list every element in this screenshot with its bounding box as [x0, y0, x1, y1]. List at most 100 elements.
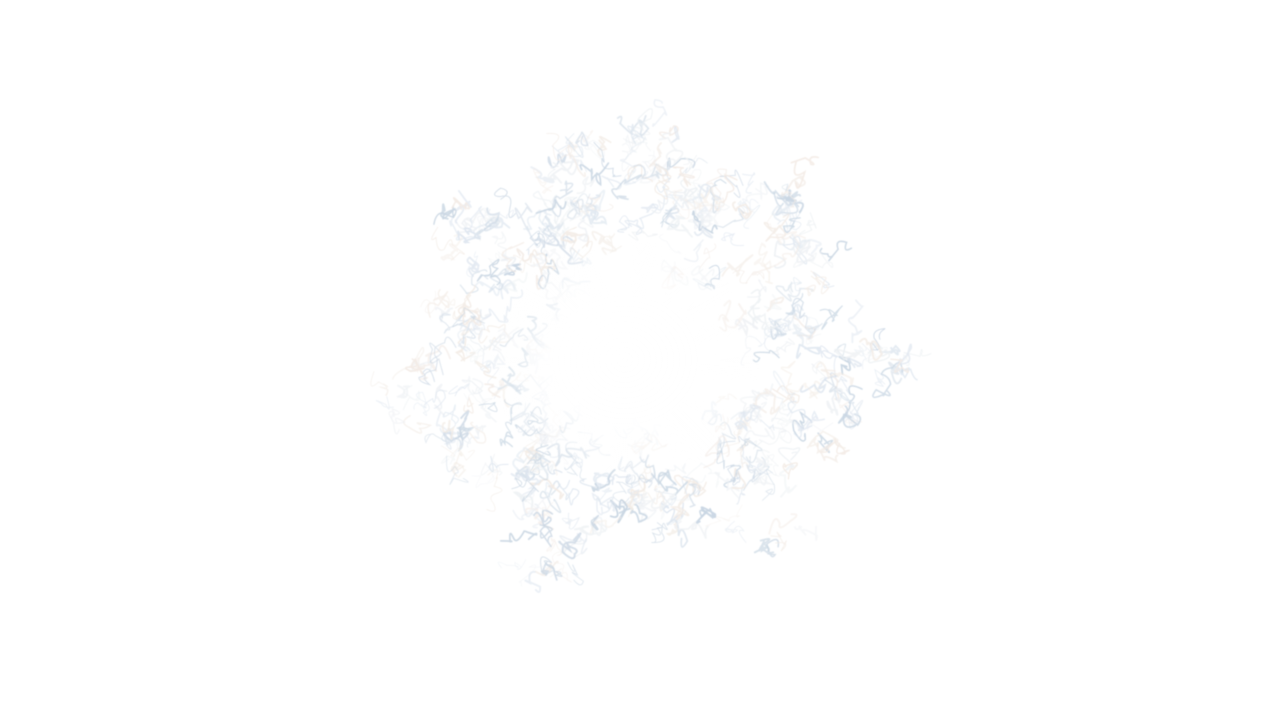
fiber-strand — [833, 343, 847, 357]
fiber-strand — [802, 315, 820, 331]
fiber-strand — [725, 464, 741, 486]
fiber-strand — [782, 462, 798, 480]
fiber-strand — [624, 170, 649, 186]
fiber-strand — [499, 279, 516, 300]
fiber-strand — [424, 432, 452, 450]
fiber-strand — [786, 191, 797, 208]
fiber-strand — [466, 256, 481, 277]
fiber-strand — [773, 237, 787, 269]
fiber-strand — [392, 346, 426, 380]
fiber-strand — [609, 499, 629, 524]
fiber-strand — [746, 279, 767, 298]
fiber-strand — [810, 270, 830, 295]
fiber-strand — [673, 474, 707, 492]
fiber-strand — [620, 481, 646, 511]
fiber-strand — [775, 230, 798, 245]
fiber-strand — [658, 132, 684, 165]
fiber-strand — [488, 208, 514, 219]
fiber-strand — [549, 158, 580, 184]
fiber-strand — [683, 154, 698, 169]
fiber-strand — [591, 492, 616, 512]
fiber-strand — [529, 478, 565, 500]
fiber-strand — [546, 133, 573, 161]
fiber-strand — [674, 519, 709, 539]
fiber-strand — [819, 240, 853, 262]
fiber-strand — [721, 232, 745, 246]
fiber-strand — [627, 123, 645, 145]
fiber-strand — [751, 234, 806, 276]
fiber-strand — [443, 410, 470, 443]
fiber-strand — [524, 507, 555, 530]
fiber-strand — [833, 389, 860, 416]
fiber-strand — [681, 476, 699, 499]
fiber-strand — [590, 514, 600, 531]
fiber-strand — [638, 492, 677, 511]
fiber-strand — [491, 231, 516, 262]
fiber-strand — [420, 290, 437, 314]
fiber-strand — [735, 417, 752, 438]
fiber-strand — [792, 410, 813, 442]
fiber-strand — [567, 138, 586, 178]
fiber-strand — [660, 209, 680, 228]
fiber-strand — [478, 402, 498, 413]
fiber-strand — [633, 108, 653, 141]
fiber-strand — [782, 217, 801, 233]
fiber-strand — [762, 469, 776, 501]
fiber-strand — [888, 361, 903, 385]
fiber-strand — [790, 156, 820, 189]
fiber-strand — [611, 174, 643, 200]
fiber-strand — [452, 307, 485, 328]
fiber-strand — [576, 175, 595, 194]
fiber-strand — [577, 219, 589, 242]
fiber-strand — [777, 417, 797, 425]
fiber-strand — [475, 425, 487, 436]
fiber-strand — [484, 268, 509, 293]
fiber-strand — [677, 157, 708, 179]
fiber-strand — [770, 531, 787, 552]
fiber-strand — [753, 242, 772, 270]
fiber-strand — [569, 193, 598, 211]
fiber-strand — [388, 408, 406, 435]
fiber-strand — [804, 333, 822, 345]
fiber-strand — [627, 474, 640, 498]
fiber-strand — [423, 389, 446, 409]
fiber-strand — [768, 513, 798, 535]
fiber-strand — [535, 199, 567, 214]
fiber-strand — [458, 316, 476, 345]
fiber-strand — [471, 473, 495, 488]
fiber-strand — [527, 494, 548, 513]
fiber-strand — [766, 454, 780, 477]
fiber-strand — [648, 142, 671, 183]
fiber-strand — [624, 196, 665, 230]
fiber-strand — [745, 182, 770, 205]
fiber-strand — [752, 430, 792, 450]
fiber-strand — [553, 218, 570, 237]
fiber-strand — [787, 400, 809, 438]
fiber-strand — [878, 344, 901, 356]
fiber-strand — [778, 420, 793, 438]
fiber-strand — [472, 378, 497, 423]
fiber-strand — [804, 284, 816, 297]
fiber-strand — [460, 425, 480, 448]
fiber-strand — [375, 396, 394, 410]
fiber-strand — [657, 469, 689, 496]
fiber-strand — [434, 383, 448, 417]
fiber-strand — [435, 306, 454, 323]
fiber-strand — [558, 532, 582, 560]
fiber-strand — [771, 393, 785, 422]
fiber-strand — [486, 469, 503, 512]
fiber-strand — [685, 462, 721, 488]
fiber-strand — [763, 308, 800, 338]
fiber-strand — [766, 538, 780, 558]
fiber-strand — [781, 206, 796, 222]
fiber-strand — [771, 338, 795, 356]
fiber-strand — [461, 379, 483, 395]
fiber-strand — [541, 215, 564, 238]
fiber-strand — [589, 516, 622, 534]
fiber-strand — [499, 431, 514, 448]
fiber-strand — [514, 202, 540, 242]
fiber-strand — [511, 477, 539, 502]
fiber-strand — [480, 453, 503, 476]
fiber-strand — [590, 145, 602, 160]
fiber-strand — [474, 281, 501, 297]
